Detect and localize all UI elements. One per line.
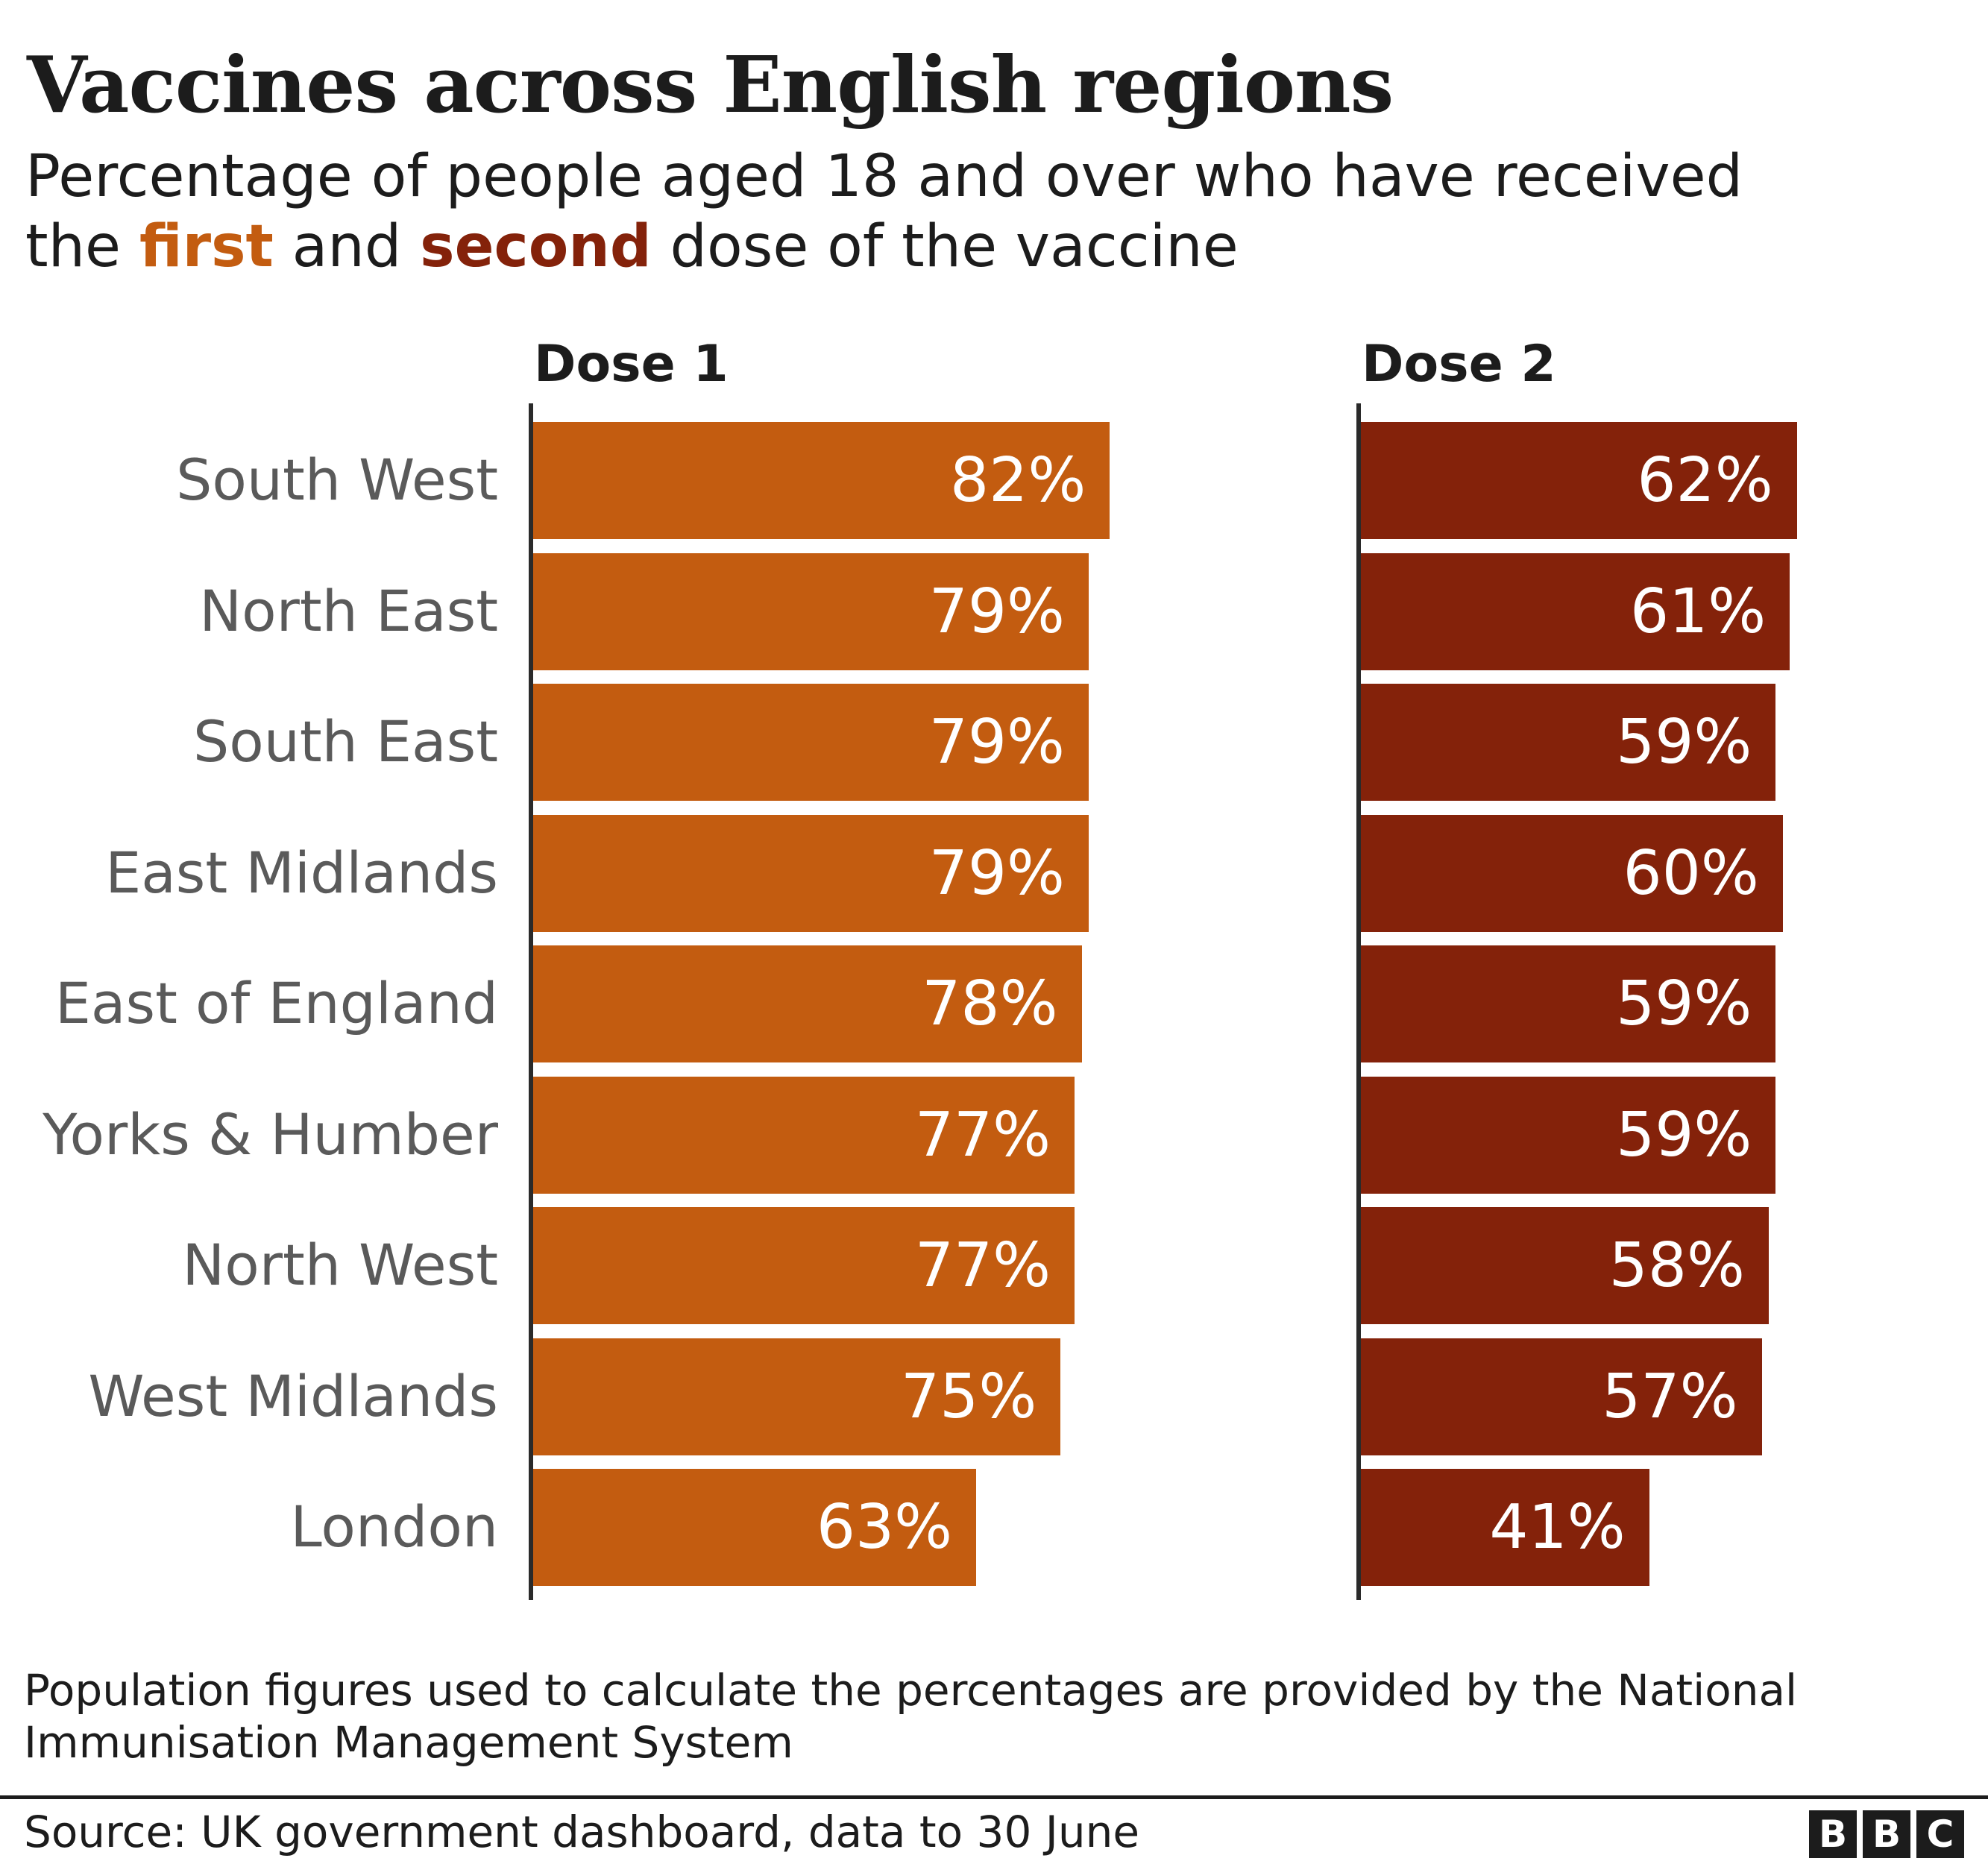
subtitle-second-highlight: second [420, 213, 652, 280]
region-label: Yorks & Humber [43, 1101, 498, 1168]
dose1-axis-line [529, 403, 533, 1600]
dose1-value-label: 77% [914, 1099, 1051, 1171]
dose1-header: Dose 1 [534, 335, 729, 394]
region-label: East Midlands [105, 839, 498, 906]
region-label: East of England [54, 970, 498, 1036]
dose2-bar: 61% [1361, 552, 1790, 670]
region-label: South East [192, 708, 498, 775]
dose2-value-label: 58% [1608, 1230, 1745, 1301]
dose1-bar: 82% [533, 422, 1110, 539]
dose2-bar: 62% [1361, 422, 1797, 539]
region-label: London [290, 1493, 498, 1560]
source-text: Source: UK government dashboard, data to… [24, 1807, 1140, 1857]
region-label: West Midlands [88, 1362, 498, 1429]
dose1-bar: 63% [533, 1469, 977, 1586]
dose2-value-label: 60% [1623, 837, 1759, 909]
dose2-bar: 58% [1361, 1207, 1769, 1324]
subtitle-line1: Percentage of people aged 18 and over wh… [25, 143, 1743, 210]
footer-divider [0, 1795, 1988, 1799]
dose2-bar: 59% [1361, 684, 1776, 801]
region-label: South West [176, 447, 498, 513]
dose2-value-label: 59% [1616, 969, 1752, 1039]
bbc-logo-letter: C [1916, 1810, 1964, 1858]
dose1-bar: 79% [533, 814, 1089, 932]
chart-subtitle: Percentage of people aged 18 and over wh… [25, 142, 1964, 282]
dose1-bar: 77% [533, 1076, 1075, 1194]
dose1-bar: 79% [533, 552, 1089, 670]
dose2-value-label: 41% [1489, 1492, 1626, 1563]
dose1-value-label: 79% [928, 707, 1065, 778]
dose1-value-label: 63% [816, 1492, 953, 1563]
dose2-header: Dose 2 [1362, 335, 1556, 394]
dose2-bar: 59% [1361, 945, 1776, 1062]
dose2-value-label: 59% [1616, 707, 1752, 778]
bbc-logo: B B C [1809, 1810, 1964, 1858]
region-label: North East [199, 577, 498, 644]
dose2-value-label: 59% [1616, 1099, 1752, 1171]
subtitle-mid: and [273, 213, 421, 280]
region-label: North West [182, 1232, 498, 1298]
dose1-bar: 79% [533, 684, 1089, 801]
dose1-value-label: 75% [900, 1361, 1037, 1432]
dose1-value-label: 78% [922, 969, 1058, 1039]
dose2-value-label: 57% [1602, 1361, 1738, 1432]
chart-title: Vaccines across English regions [27, 39, 1394, 130]
subtitle-prefix: the [25, 213, 139, 280]
dose1-value-label: 79% [928, 837, 1065, 909]
dose2-value-label: 62% [1637, 445, 1773, 516]
dose1-bar: 75% [533, 1338, 1061, 1455]
dose2-bar: 60% [1361, 814, 1783, 932]
footnote: Population figures used to calculate the… [24, 1665, 1798, 1768]
dose2-value-label: 61% [1629, 576, 1767, 647]
subtitle-first-highlight: first [139, 213, 274, 280]
dose2-bar: 41% [1361, 1469, 1649, 1586]
bbc-logo-letter: B [1809, 1810, 1857, 1858]
subtitle-suffix: dose of the vaccine [651, 213, 1239, 280]
dose1-value-label: 79% [928, 576, 1065, 647]
dose2-bar: 59% [1361, 1076, 1776, 1194]
bbc-logo-letter: B [1863, 1810, 1910, 1858]
dose1-value-label: 77% [914, 1230, 1051, 1301]
dose2-bar: 57% [1361, 1338, 1762, 1455]
dose1-bar: 77% [533, 1207, 1075, 1324]
dose2-axis-line [1356, 403, 1361, 1600]
dose1-value-label: 82% [949, 445, 1086, 516]
dose1-bar: 78% [533, 945, 1082, 1062]
